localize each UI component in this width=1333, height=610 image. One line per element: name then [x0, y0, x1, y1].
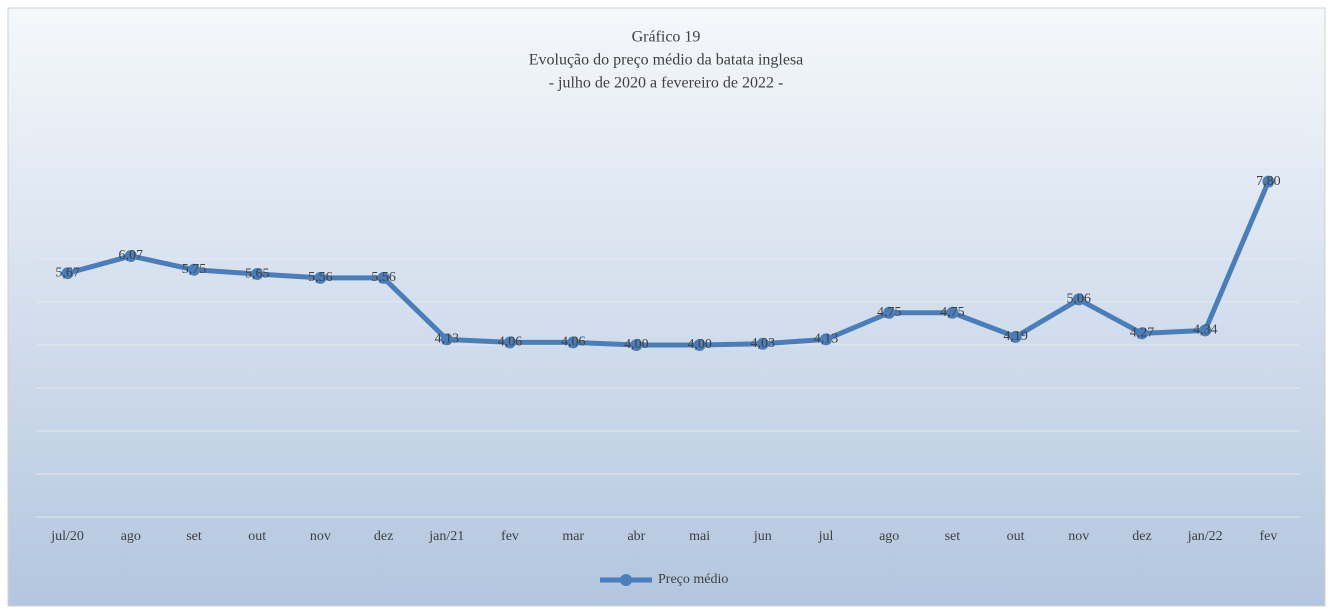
x-tick-label: abr [627, 529, 645, 544]
data-label: 5,65 [245, 266, 270, 281]
data-point [1136, 327, 1148, 340]
data-point [1199, 324, 1212, 337]
data-label: 4,00 [687, 337, 712, 352]
legend-label: Preço médio [658, 572, 728, 587]
x-tick-label: mai [689, 529, 710, 544]
chart-subtitle: Evolução do preço médio da batata ingles… [529, 52, 804, 69]
data-label: 4,75 [940, 305, 965, 320]
x-tick-label: jul [818, 529, 834, 544]
data-point [1072, 293, 1085, 306]
data-label: 4,19 [1003, 329, 1028, 344]
x-tick-label: set [945, 529, 961, 544]
data-label: 4,06 [561, 335, 586, 350]
x-tick-label: out [248, 529, 266, 544]
data-point [756, 337, 769, 350]
data-label: 4,75 [877, 305, 902, 320]
x-tick-label: jul/20 [50, 529, 84, 544]
x-tick-label: nov [1068, 529, 1089, 544]
x-tick-label: set [186, 529, 202, 544]
x-tick-label: nov [310, 529, 331, 544]
data-label: 4,13 [814, 332, 839, 347]
data-point [946, 306, 959, 319]
data-label: 7,80 [1256, 174, 1281, 189]
data-point [440, 333, 453, 346]
x-tick-label: jan/21 [428, 529, 464, 544]
data-point [504, 336, 516, 349]
data-point [377, 271, 390, 284]
data-label: 5,75 [182, 262, 207, 277]
chart-subtitle: - julho de 2020 a fevereiro de 2022 - [549, 75, 784, 92]
x-tick-label: fev [501, 529, 519, 544]
data-label: 4,13 [435, 332, 460, 347]
data-label: 4,34 [1193, 323, 1218, 338]
x-tick-label: mar [562, 529, 584, 544]
data-label: 5,56 [371, 270, 396, 285]
data-point [883, 306, 896, 319]
data-point [61, 267, 74, 280]
data-point [314, 271, 327, 284]
x-tick-label: fev [1259, 529, 1277, 544]
x-tick-label: dez [1132, 529, 1151, 544]
data-label: 5,06 [1067, 292, 1092, 307]
series-line [66, 180, 1271, 348]
data-label: 6,07 [119, 248, 144, 263]
data-label: 4,03 [751, 336, 776, 351]
data-label: 4,27 [1130, 326, 1155, 341]
data-point [1262, 175, 1275, 188]
x-tick-label: out [1007, 529, 1025, 544]
data-label: 4,00 [624, 337, 649, 352]
data-point [124, 249, 137, 262]
legend-marker [620, 574, 632, 586]
data-point [820, 333, 832, 346]
chart-background [7, 7, 1326, 607]
data-label: 4,06 [498, 335, 523, 350]
data-label: 5,67 [55, 265, 80, 280]
data-point [567, 336, 580, 349]
data-point [630, 339, 643, 351]
data-point [693, 339, 706, 351]
x-tick-label: ago [879, 529, 899, 544]
chart-title: Gráfico 19 [632, 29, 701, 46]
data-point [188, 263, 200, 276]
x-tick-label: ago [121, 529, 141, 544]
data-point [1009, 330, 1022, 343]
x-tick-label: jun [753, 529, 772, 544]
x-tick-label: jan/22 [1187, 529, 1223, 544]
data-point [251, 268, 264, 281]
x-tick-label: dez [374, 529, 393, 544]
data-label: 5,56 [308, 270, 333, 285]
